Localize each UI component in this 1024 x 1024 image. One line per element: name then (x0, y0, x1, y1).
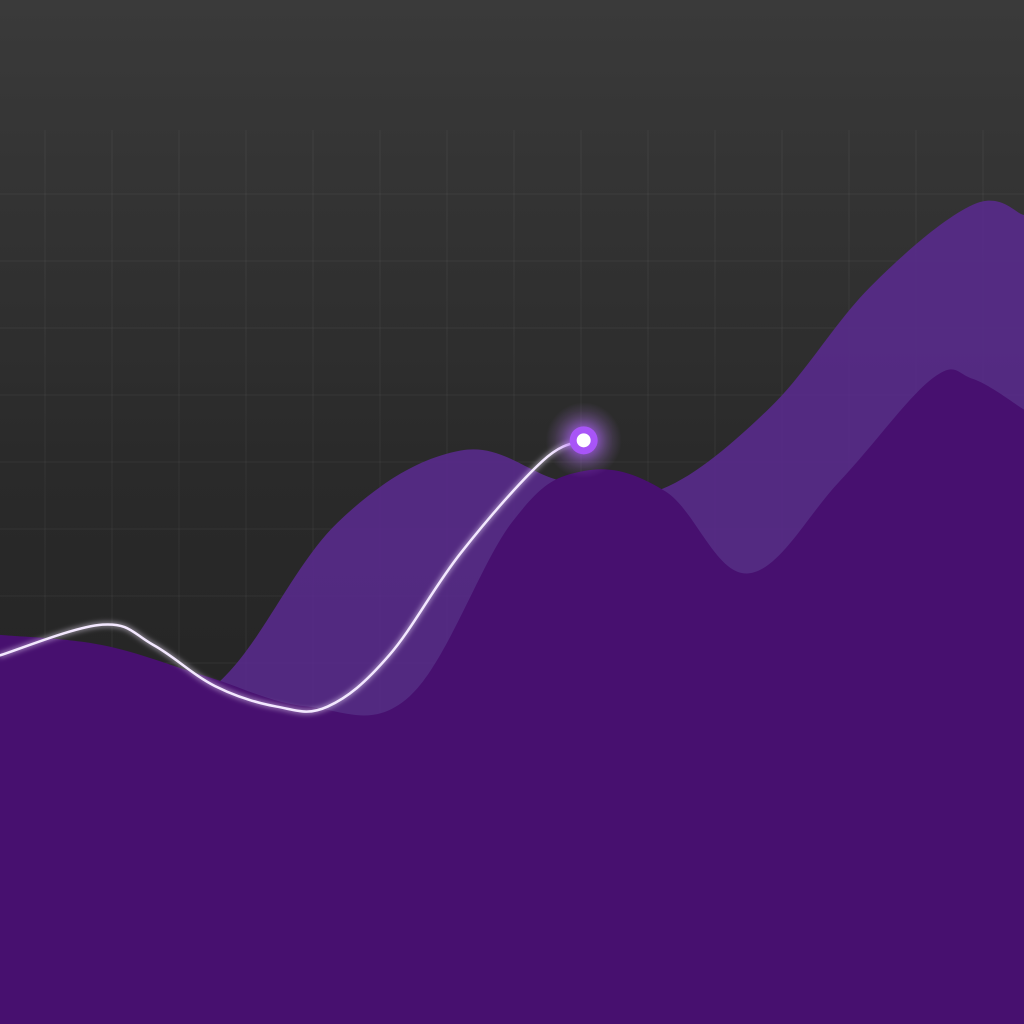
trend-line (0, 439, 585, 713)
area-series-2 (0, 369, 1024, 1024)
series-group (0, 200, 1024, 1024)
highlight-point[interactable] (576, 433, 591, 448)
highlight-marker-group (545, 402, 622, 479)
